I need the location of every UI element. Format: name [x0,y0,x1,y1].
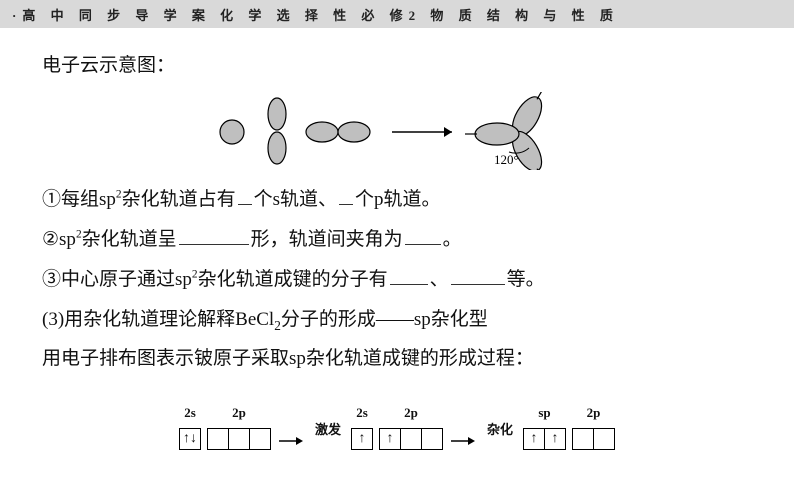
l3a: ③中心原子通过sp [42,269,192,290]
l2d: 。 [443,229,462,250]
l1a: ①每组sp [42,189,116,210]
line-5: 用电子排布图表示铍原子采取sp杂化轨道成键的形成过程： [42,339,752,379]
line-4: (3)用杂化轨道理论解释BeCl2分子的形成——sp杂化型 [42,300,752,340]
l1b: 杂化轨道占有 [122,189,236,210]
blank-6 [451,267,505,285]
orbital-box [422,429,442,449]
orbital-group-2s-1: 2s ↑↓ [179,399,201,449]
orbital-box: ↑ [524,429,545,449]
orbital-label: sp [538,399,550,426]
orbital-box: ↑ [545,429,565,449]
transition-label-2: 杂化 [487,416,513,443]
l2b: 杂化轨道呈 [82,229,177,250]
l3b: 杂化轨道成键的分子有 [198,269,388,290]
line-2: ②sp2杂化轨道呈形，轨道间夹角为。 [42,220,752,260]
orbital-box [229,429,250,449]
angle-label: 120° [494,152,519,167]
l4a: (3)用杂化轨道理论解释BeCl [42,309,274,330]
line-3: ③中心原子通过sp2杂化轨道成键的分子有、等。 [42,260,752,300]
l1d: 个p轨道。 [355,189,441,210]
transition-label-1: 激发 [315,416,341,443]
orbital-diagram: 2s ↑↓ 2p 激发 2s ↑ 2p ↑ 杂化 [42,399,752,449]
blank-5 [390,267,428,285]
orbital-group-2p-2: 2p ↑ [379,399,443,449]
l2a: ②sp [42,229,76,250]
electron-cloud-diagram: 120° [42,92,752,170]
orbital-label: 2p [587,399,601,426]
orbital-box [573,429,594,449]
diagram-title: 电子云示意图： [42,46,752,86]
orbital-box: ↑ [380,429,401,449]
l4b: 分子的形成——sp杂化型 [281,309,488,330]
blank-3 [179,227,249,245]
orbital-group-sp: sp ↑ ↑ [523,399,566,449]
arrow-icon [451,434,475,448]
blank-4 [405,227,441,245]
orbital-label: 2p [232,399,246,426]
orbital-group-2p-3: 2p [572,399,615,449]
orbital-box [594,429,614,449]
orbital-box: ↑ [352,429,372,449]
orbital-label: 2s [184,399,196,426]
content-area: 电子云示意图： 120° ①每组sp2杂化轨道占有个s轨道、个p轨道。 [0,28,794,450]
orbital-label: 2s [356,399,368,426]
orbital-box [401,429,422,449]
orbital-group-2p-1: 2p [207,399,271,449]
blank-2 [339,187,353,205]
l3d: 等。 [507,269,545,290]
orbital-label: 2p [404,399,418,426]
l3c: 、 [430,269,449,290]
orbital-box [208,429,229,449]
l2c: 形，轨道间夹角为 [251,229,403,250]
page-header: ·高 中 同 步 导 学 案 化 学 选 择 性 必 修2 物 质 结 构 与 … [0,0,794,28]
l1c: 个s轨道、 [254,189,337,210]
orbital-box: ↑↓ [180,429,200,449]
line-1: ①每组sp2杂化轨道占有个s轨道、个p轨道。 [42,180,752,220]
orbital-group-2s-2: 2s ↑ [351,399,373,449]
orbital-box [250,429,270,449]
arrow-icon [279,434,303,448]
blank-1 [238,187,252,205]
